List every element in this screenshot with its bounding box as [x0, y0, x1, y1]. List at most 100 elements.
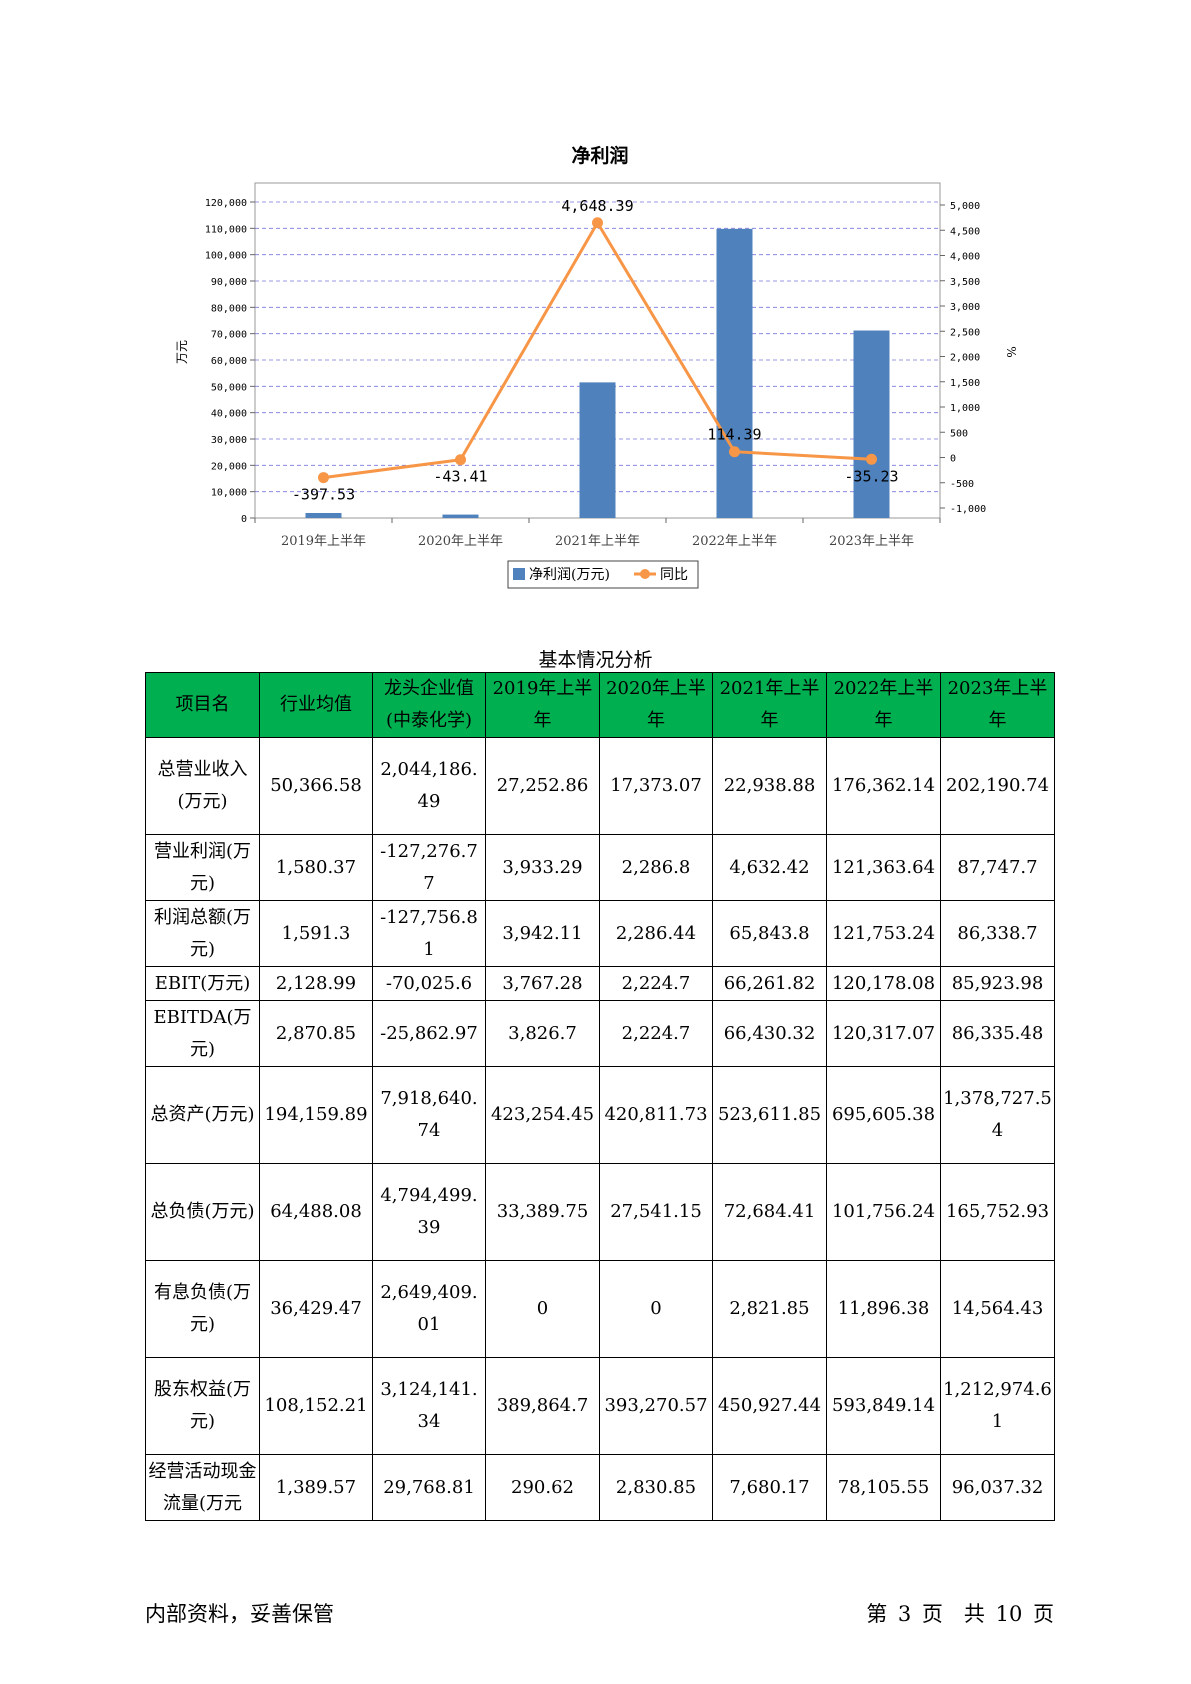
table-cell: 389,864.7 [485, 1357, 600, 1455]
left-tick-label: 70,000 [211, 330, 247, 341]
yoy-data-label: -43.41 [433, 468, 487, 486]
table-cell: 66,430.32 [712, 1000, 827, 1067]
table-cell: -70,025.6 [372, 966, 486, 1001]
table-header-7: 2023年上半年 [940, 672, 1055, 738]
yoy-data-label: 114.39 [707, 426, 761, 444]
x-tick-label: 2020年上半年 [418, 534, 503, 549]
yoy-point [318, 472, 329, 484]
right-tick-label: 4,000 [950, 252, 980, 263]
left-tick-label: 40,000 [211, 409, 247, 420]
row-label: EBIT(万元) [145, 966, 260, 1001]
row-label: 有息负债(万元) [145, 1260, 260, 1358]
table-cell: 14,564.43 [940, 1260, 1055, 1358]
row-label: 总营业收入(万元) [145, 737, 260, 835]
legend-label-net-profit: 净利润(万元) [529, 567, 610, 583]
table-cell: 108,152.21 [259, 1357, 373, 1455]
table-cell: 36,429.47 [259, 1260, 373, 1358]
yoy-data-label: -35.23 [844, 467, 898, 485]
x-tick-label: 2021年上半年 [555, 534, 640, 549]
table-row: 总营业收入(万元) 50,366.58 2,044,186.49 27,252.86 1… [145, 737, 1055, 835]
right-tick-label: 5,000 [950, 201, 980, 212]
table-cell: 1,212,974.61 [940, 1357, 1055, 1455]
table-cell: 72,684.41 [712, 1163, 827, 1261]
table-cell: 87,747.7 [940, 834, 1055, 901]
table-cell: 65,843.8 [712, 900, 827, 967]
row-label: 总资产(万元) [145, 1066, 260, 1164]
table-cell: 50,366.58 [259, 737, 373, 835]
table-cell: 101,756.24 [826, 1163, 941, 1261]
table-caption: 基本情况分析 [538, 649, 653, 671]
table-header-6: 2022年上半年 [826, 672, 941, 738]
table-cell: -127,276.77 [372, 834, 486, 901]
table-cell: 7,918,640.74 [372, 1066, 486, 1164]
table-cell: 2,224.7 [599, 966, 713, 1001]
right-tick-label: 500 [950, 428, 968, 439]
table-cell: 2,224.7 [599, 1000, 713, 1067]
legend-swatch-marker [640, 569, 650, 579]
right-tick-label: 1,000 [950, 403, 980, 414]
left-tick-label: 90,000 [211, 277, 247, 288]
left-tick-label: 110,000 [205, 224, 247, 235]
table-cell: 66,261.82 [712, 966, 827, 1001]
table-cell: 2,044,186.49 [372, 737, 486, 835]
left-tick-label: 60,000 [211, 356, 247, 367]
bar [305, 512, 342, 518]
table-cell: 4,794,499.39 [372, 1163, 486, 1261]
yoy-data-label: -397.53 [292, 486, 355, 504]
legend-label-yoy: 同比 [660, 567, 688, 583]
table-cell: 27,252.86 [485, 737, 600, 835]
basic-analysis-table: 项目名 行业均值 龙头企业值(中泰化学) 2019年上半年 2020年上半年 2021年上… [145, 672, 1055, 1521]
table-cell: 4,632.42 [712, 834, 827, 901]
yoy-point [866, 453, 877, 465]
left-tick-label: 30,000 [211, 435, 247, 446]
table-header-5: 2021年上半年 [712, 672, 827, 738]
table-cell: 2,830.85 [599, 1454, 713, 1521]
table-cell: 523,611.85 [712, 1066, 827, 1164]
table-cell: 3,942.11 [485, 900, 600, 967]
yoy-point [729, 446, 740, 458]
table-cell: 121,363.64 [826, 834, 941, 901]
table-cell: 121,753.24 [826, 900, 941, 967]
x-tick-label: 2023年上半年 [829, 534, 914, 549]
bar [442, 514, 479, 518]
footer-page-number: 第 3 页 共 10 页 [866, 1602, 1054, 1626]
table-row: 总资产(万元) 194,159.89 7,918,640.74 423,254.45 4… [145, 1066, 1055, 1164]
right-tick-label: -500 [950, 479, 974, 490]
table-cell: 78,105.55 [826, 1454, 941, 1521]
left-tick-label: 10,000 [211, 488, 247, 499]
table-cell: 29,768.81 [372, 1454, 486, 1521]
right-tick-label: 2,500 [950, 327, 980, 338]
table-cell: 7,680.17 [712, 1454, 827, 1521]
left-tick-label: 80,000 [211, 303, 247, 314]
bar [716, 228, 753, 519]
table-header-4: 2020年上半年 [599, 672, 713, 738]
table-cell: 593,849.14 [826, 1357, 941, 1455]
table-row: 股东权益(万元) 108,152.21 3,124,141.34 389,864.7 3… [145, 1357, 1055, 1455]
table-header-0: 项目名 [145, 672, 260, 738]
row-label: EBITDA(万元) [145, 1000, 260, 1067]
table-cell: 2,870.85 [259, 1000, 373, 1067]
table-cell: 2,286.44 [599, 900, 713, 967]
table-cell: 450,927.44 [712, 1357, 827, 1455]
table-row: EBITDA(万元) 2,870.85 -25,862.97 3,826.7 2,224… [145, 1000, 1055, 1067]
table-cell: 1,591.3 [259, 900, 373, 967]
right-tick-label: 0 [950, 454, 956, 465]
right-tick-label: 2,000 [950, 353, 980, 364]
right-axis-label: % [1004, 346, 1018, 357]
table-cell: 3,826.7 [485, 1000, 600, 1067]
table-row: 经营活动现金流量(万元 1,389.57 29,768.81 290.62 2,830.… [145, 1454, 1055, 1521]
table-cell: 27,541.15 [599, 1163, 713, 1261]
left-tick-label: 0 [241, 514, 247, 525]
table-header-2: 龙头企业值(中泰化学) [372, 672, 486, 738]
chart-title: 净利润 [571, 144, 628, 167]
table-row: 营业利润(万元) 1,580.37 -127,276.77 3,933.29 2,286… [145, 834, 1055, 901]
row-label: 经营活动现金流量(万元 [145, 1454, 260, 1521]
table-cell: 1,580.37 [259, 834, 373, 901]
right-tick-label: 4,500 [950, 226, 980, 237]
table-cell: 176,362.14 [826, 737, 941, 835]
table-cell: 1,389.57 [259, 1454, 373, 1521]
table-cell: 120,178.08 [826, 966, 941, 1001]
right-tick-label: 3,500 [950, 277, 980, 288]
yoy-point [592, 217, 603, 229]
table-cell: 22,938.88 [712, 737, 827, 835]
